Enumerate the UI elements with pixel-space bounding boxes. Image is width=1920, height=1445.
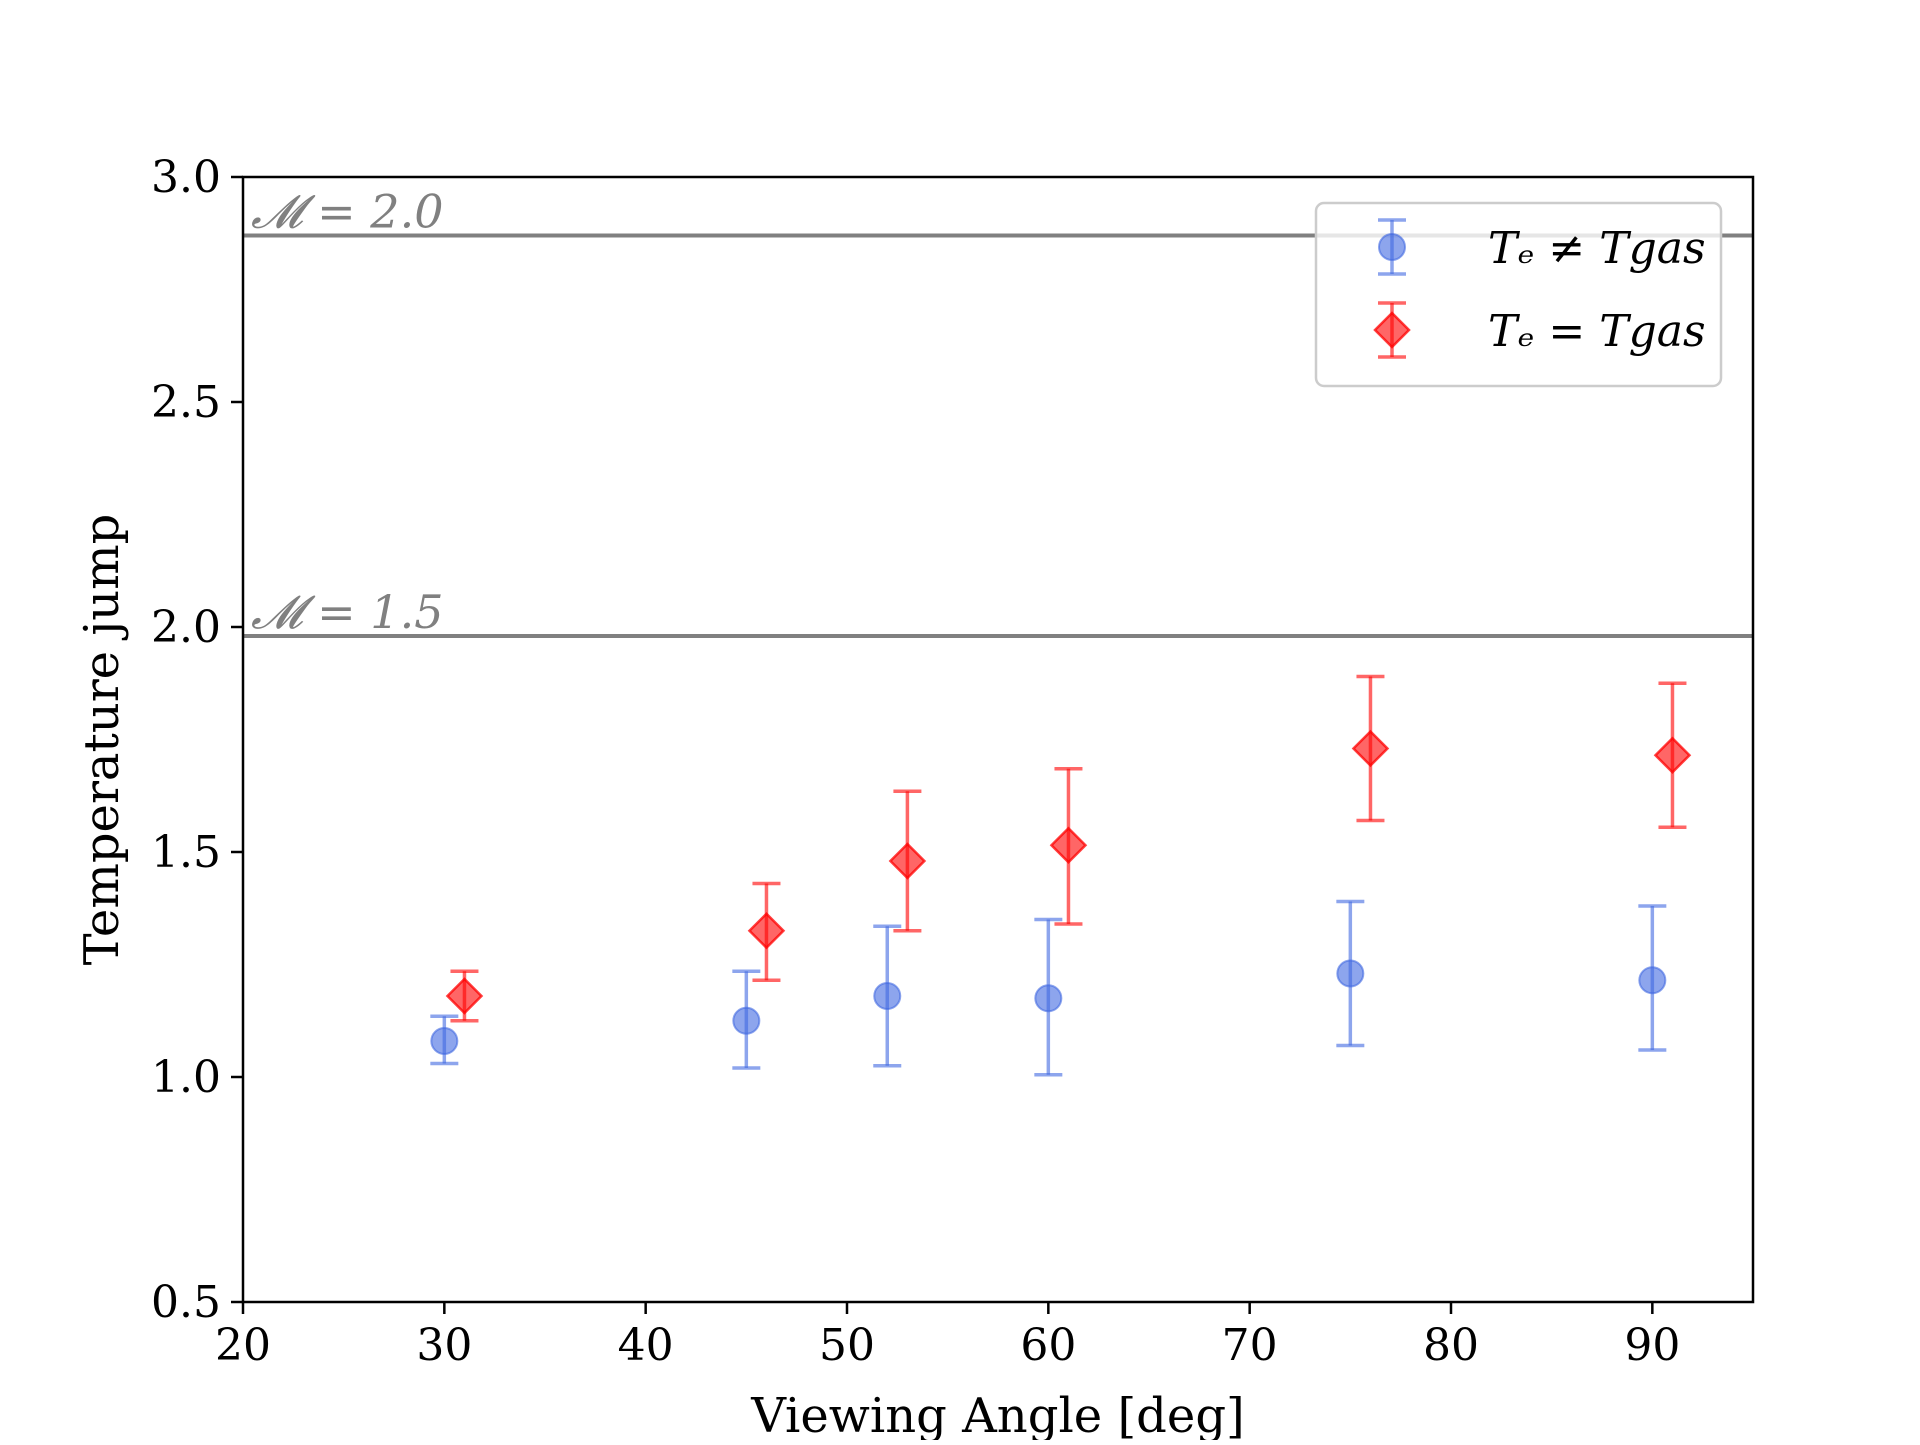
- y-axis-label: Temperature jump: [74, 514, 130, 966]
- data-point: [1653, 736, 1692, 775]
- reference-line-label: 𝓜 = 1.5: [251, 585, 443, 639]
- data-point: [1034, 984, 1063, 1013]
- y-tick-label: 2.0: [151, 602, 221, 653]
- data-point: [747, 911, 786, 950]
- y-tick-label: 2.5: [151, 377, 221, 428]
- tick-layer: 20 30 40 50 60 70 80 90 0.5 1.0 1.5 2.0 2.5 3.0: [151, 152, 1680, 1371]
- data-point: [430, 1027, 459, 1055]
- series-te-neq-tgas: [430, 899, 1667, 1077]
- x-tick-label: 70: [1222, 1320, 1278, 1371]
- reference-line-label: 𝓜 = 2.0: [251, 185, 443, 239]
- x-tick-label: 30: [416, 1320, 472, 1371]
- data-point: [1351, 729, 1390, 768]
- x-tick-label: 20: [215, 1320, 271, 1371]
- y-tick-label: 3.0: [151, 152, 221, 203]
- data-point: [873, 982, 902, 1010]
- x-tick-label: 60: [1020, 1320, 1076, 1371]
- x-tick-label: 80: [1423, 1320, 1479, 1371]
- y-tick-label: 0.5: [151, 1277, 221, 1328]
- legend-marker: [1378, 233, 1406, 261]
- x-tick-label: 90: [1624, 1320, 1680, 1371]
- data-point: [445, 977, 484, 1015]
- data-point: [732, 1006, 761, 1035]
- data-layer: [430, 674, 1692, 1077]
- legend-box: [1314, 201, 1723, 388]
- data-point: [1336, 959, 1365, 988]
- legend-marker: [1373, 311, 1411, 349]
- plot-frame: [241, 175, 1755, 1304]
- x-tick-label: 40: [618, 1320, 674, 1371]
- data-point: [888, 842, 927, 880]
- series-te-eq-tgas: [445, 674, 1692, 1023]
- y-tick-label: 1.0: [151, 1052, 221, 1103]
- legend-label: Tₑ ≠ Tgas: [1488, 223, 1706, 274]
- legend-label: Tₑ = Tgas: [1488, 306, 1706, 357]
- data-point: [1638, 966, 1667, 995]
- data-point: [1049, 826, 1088, 865]
- y-tick-label: 1.5: [151, 827, 221, 878]
- legend: Tₑ ≠ Tgas Tₑ = Tgas: [1314, 201, 1723, 388]
- x-tick-label: 50: [819, 1320, 875, 1371]
- x-axis-label: Viewing Angle [deg]: [750, 1388, 1245, 1440]
